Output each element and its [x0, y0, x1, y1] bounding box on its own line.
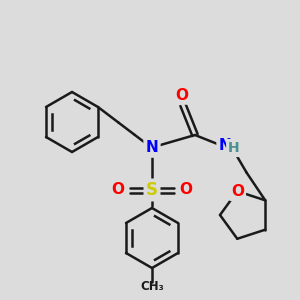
Text: O: O [179, 182, 193, 197]
Text: CH₃: CH₃ [140, 280, 164, 292]
Text: N: N [219, 137, 231, 152]
Text: H: H [228, 141, 240, 155]
Text: O: O [231, 184, 244, 199]
Text: N: N [146, 140, 158, 155]
Text: O: O [176, 88, 188, 103]
Text: O: O [112, 182, 124, 197]
Text: S: S [146, 181, 158, 199]
